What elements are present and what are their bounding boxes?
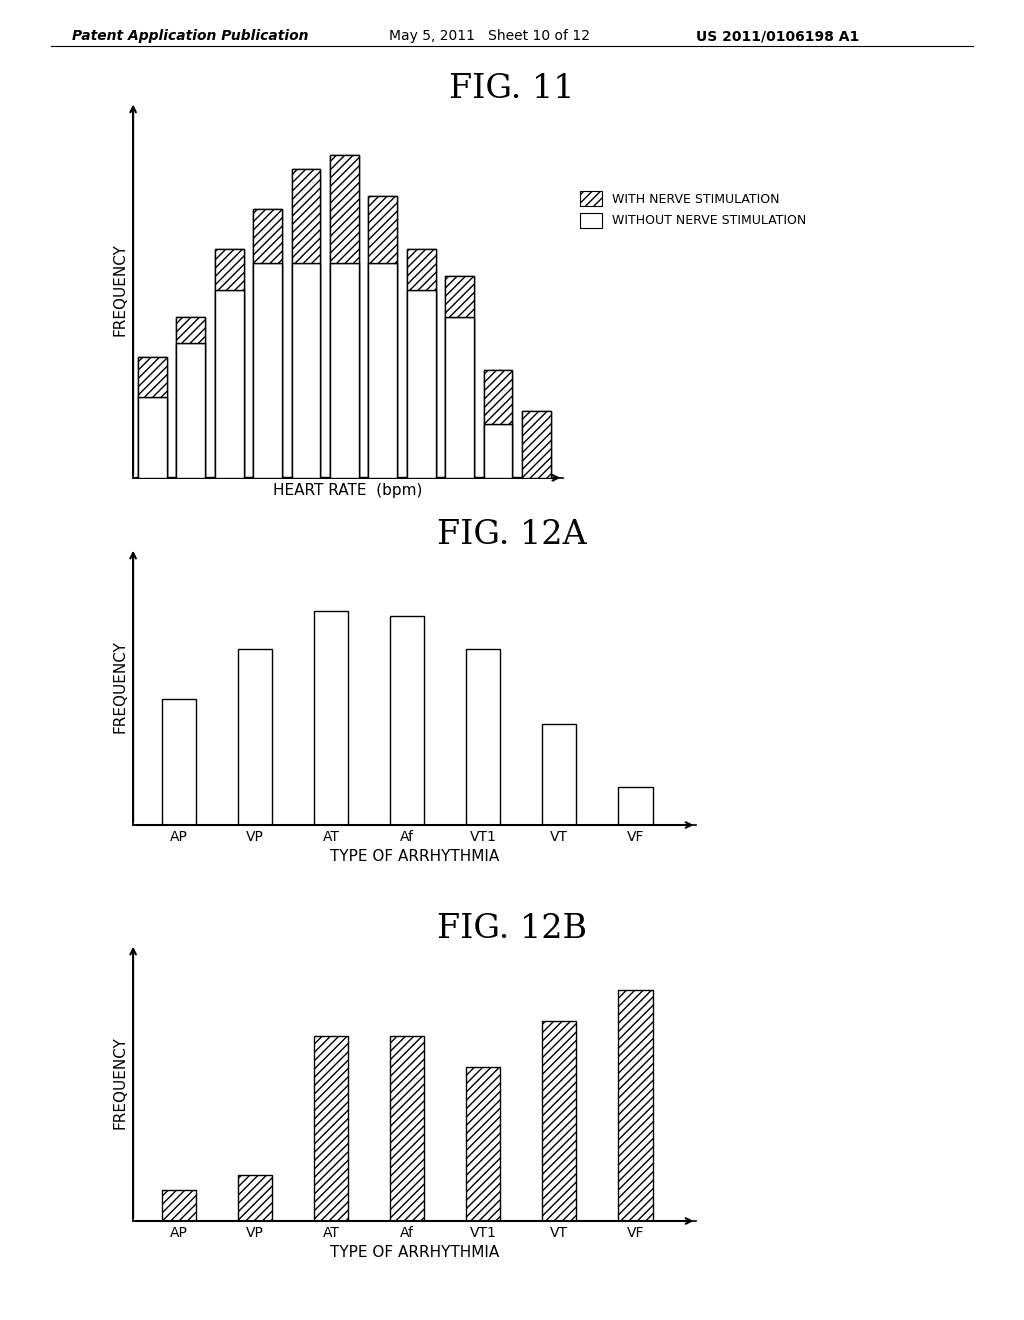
Bar bbox=[238, 1175, 272, 1221]
Bar bbox=[445, 276, 474, 317]
Bar bbox=[542, 1020, 577, 1221]
Bar bbox=[445, 317, 474, 478]
X-axis label: HEART RATE  (bpm): HEART RATE (bpm) bbox=[273, 483, 423, 499]
Bar bbox=[369, 263, 397, 478]
Bar bbox=[522, 411, 551, 478]
Bar bbox=[176, 317, 205, 478]
Bar bbox=[330, 156, 358, 478]
Bar bbox=[445, 276, 474, 478]
Bar bbox=[407, 249, 435, 478]
Text: FIG. 12A: FIG. 12A bbox=[437, 519, 587, 550]
X-axis label: TYPE OF ARRHYTHMIA: TYPE OF ARRHYTHMIA bbox=[330, 849, 500, 865]
Bar bbox=[483, 424, 512, 478]
Bar bbox=[215, 290, 244, 478]
Bar bbox=[253, 209, 282, 263]
Bar bbox=[466, 1067, 501, 1221]
Bar bbox=[330, 263, 358, 478]
Bar bbox=[483, 424, 512, 478]
Y-axis label: FREQUENCY: FREQUENCY bbox=[113, 640, 128, 733]
Text: Patent Application Publication: Patent Application Publication bbox=[72, 29, 308, 44]
Bar bbox=[292, 169, 321, 478]
Text: US 2011/0106198 A1: US 2011/0106198 A1 bbox=[696, 29, 859, 44]
Bar bbox=[330, 263, 358, 478]
Bar bbox=[162, 700, 196, 825]
Bar bbox=[483, 424, 512, 478]
Bar bbox=[176, 343, 205, 478]
Bar bbox=[483, 371, 512, 478]
Bar bbox=[176, 317, 205, 343]
Bar bbox=[292, 169, 321, 263]
Bar bbox=[292, 263, 321, 478]
Bar bbox=[176, 343, 205, 478]
Bar bbox=[369, 263, 397, 478]
Bar bbox=[253, 263, 282, 478]
Bar bbox=[390, 616, 424, 825]
Bar bbox=[314, 1036, 348, 1221]
Bar bbox=[215, 249, 244, 478]
Bar bbox=[253, 209, 282, 478]
Bar bbox=[138, 397, 167, 478]
Bar bbox=[407, 290, 435, 478]
Bar bbox=[330, 156, 358, 263]
Bar bbox=[138, 397, 167, 478]
Bar bbox=[162, 1191, 196, 1221]
Bar bbox=[238, 648, 272, 825]
Bar bbox=[215, 249, 244, 290]
Text: FIG. 12B: FIG. 12B bbox=[437, 913, 587, 945]
Bar bbox=[253, 263, 282, 478]
Bar bbox=[407, 290, 435, 478]
Bar bbox=[314, 611, 348, 825]
Bar bbox=[618, 787, 652, 825]
Bar bbox=[215, 290, 244, 478]
Bar bbox=[369, 195, 397, 478]
Bar bbox=[483, 371, 512, 424]
Bar bbox=[445, 317, 474, 478]
Bar bbox=[466, 648, 501, 825]
Bar bbox=[369, 263, 397, 478]
Bar bbox=[618, 990, 652, 1221]
Text: May 5, 2011   Sheet 10 of 12: May 5, 2011 Sheet 10 of 12 bbox=[389, 29, 590, 44]
Y-axis label: FREQUENCY: FREQUENCY bbox=[113, 243, 128, 337]
Legend: WITH NERVE STIMULATION, WITHOUT NERVE STIMULATION: WITH NERVE STIMULATION, WITHOUT NERVE ST… bbox=[580, 191, 807, 228]
Text: FIG. 11: FIG. 11 bbox=[450, 73, 574, 104]
X-axis label: TYPE OF ARRHYTHMIA: TYPE OF ARRHYTHMIA bbox=[330, 1245, 500, 1261]
Y-axis label: FREQUENCY: FREQUENCY bbox=[113, 1036, 128, 1129]
Bar bbox=[407, 249, 435, 290]
Bar bbox=[138, 356, 167, 478]
Bar bbox=[138, 397, 167, 478]
Bar bbox=[522, 411, 551, 478]
Bar bbox=[215, 290, 244, 478]
Bar bbox=[369, 195, 397, 263]
Bar bbox=[445, 317, 474, 478]
Bar bbox=[390, 1036, 424, 1221]
Bar bbox=[292, 263, 321, 478]
Bar bbox=[542, 725, 577, 825]
Bar bbox=[138, 356, 167, 397]
Bar bbox=[292, 263, 321, 478]
Bar bbox=[253, 263, 282, 478]
Bar bbox=[330, 263, 358, 478]
Bar bbox=[176, 343, 205, 478]
Bar bbox=[407, 290, 435, 478]
